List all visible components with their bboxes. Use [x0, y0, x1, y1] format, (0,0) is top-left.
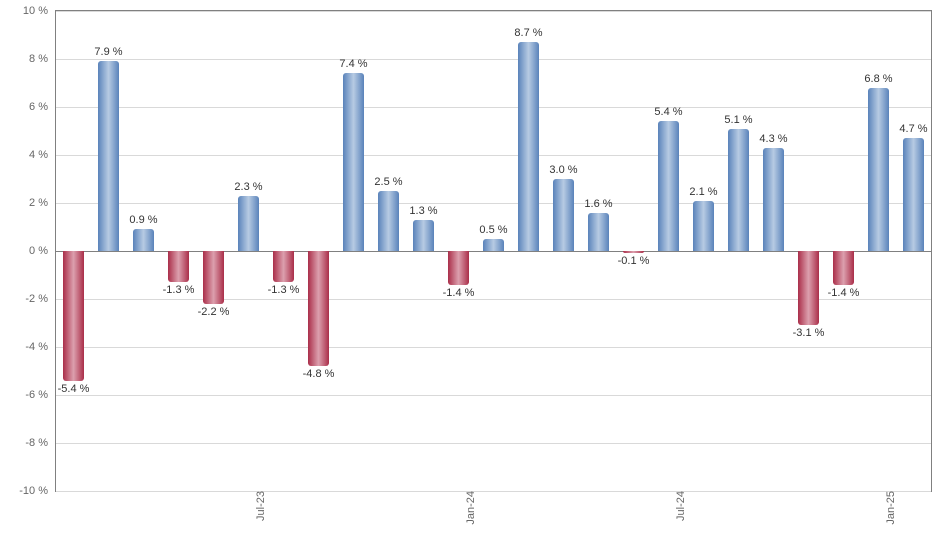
bar-value-label: 4.7 %	[899, 123, 927, 135]
bar-value-label: 3.0 %	[549, 164, 577, 176]
bar-chart: -10 % -8 % -6 % -4 % -2 % 0 % 2 % 4 % 6 % 8 % 10 %…	[0, 0, 940, 550]
bar-value-label: -1.4 %	[828, 287, 860, 299]
y-axis-tick-label: -4 %	[25, 341, 56, 353]
bar-value-label: -5.4 %	[58, 383, 90, 395]
chart-bar	[133, 229, 155, 251]
grid-line	[56, 443, 931, 444]
bar-value-label: 7.9 %	[94, 46, 122, 58]
y-axis-tick-label: -6 %	[25, 389, 56, 401]
bar-value-label: -0.1 %	[618, 255, 650, 267]
x-axis-tick-label: Jan-24	[459, 491, 477, 525]
chart-bar	[518, 42, 540, 251]
bar-value-label: 0.5 %	[479, 224, 507, 236]
y-axis-tick-label: -8 %	[25, 437, 56, 449]
bar-value-label: -1.3 %	[268, 284, 300, 296]
bar-value-label: -2.2 %	[198, 306, 230, 318]
y-axis-tick-label: 2 %	[29, 197, 56, 209]
chart-bar	[308, 251, 330, 366]
y-axis-tick-label: 10 %	[23, 5, 56, 17]
grid-line	[56, 11, 931, 12]
chart-bar	[168, 251, 190, 282]
y-axis-tick-label: -10 %	[19, 485, 56, 497]
chart-bar	[833, 251, 855, 285]
grid-line	[56, 59, 931, 60]
y-axis-tick-label: -2 %	[25, 293, 56, 305]
chart-bar	[378, 191, 400, 251]
chart-bar	[483, 239, 505, 251]
chart-bar	[763, 148, 785, 251]
chart-bar	[868, 88, 890, 251]
grid-line	[56, 203, 931, 204]
bar-value-label: 4.3 %	[759, 133, 787, 145]
bar-value-label: 2.5 %	[374, 176, 402, 188]
y-axis-tick-label: 4 %	[29, 149, 56, 161]
bar-value-label: 0.9 %	[129, 214, 157, 226]
chart-bar	[98, 61, 120, 251]
x-axis-tick-label: Jul-23	[249, 491, 267, 521]
chart-bar	[448, 251, 470, 285]
bar-value-label: 5.1 %	[724, 114, 752, 126]
bar-value-label: -1.3 %	[163, 284, 195, 296]
grid-line	[56, 491, 931, 492]
bar-value-label: 2.1 %	[689, 186, 717, 198]
grid-line	[56, 107, 931, 108]
chart-bar	[413, 220, 435, 251]
bar-value-label: -4.8 %	[303, 368, 335, 380]
y-axis-tick-label: 8 %	[29, 53, 56, 65]
plot-area: -10 %-8 %-6 %-4 %-2 %0 %2 %4 %6 %8 %10 %…	[55, 10, 932, 492]
bar-value-label: 8.7 %	[514, 27, 542, 39]
x-axis-tick-label: Jul-24	[669, 491, 687, 521]
chart-bar	[203, 251, 225, 304]
chart-bar	[238, 196, 260, 251]
chart-bar	[693, 201, 715, 251]
chart-bar	[273, 251, 295, 282]
grid-line	[56, 395, 931, 396]
chart-bar	[658, 121, 680, 251]
bar-value-label: -3.1 %	[793, 327, 825, 339]
bar-value-label: 1.6 %	[584, 198, 612, 210]
grid-line	[56, 155, 931, 156]
chart-bar	[798, 251, 820, 325]
chart-bar	[553, 179, 575, 251]
chart-bar	[63, 251, 85, 381]
bar-value-label: 7.4 %	[339, 58, 367, 70]
chart-bar	[728, 129, 750, 251]
chart-bar	[903, 138, 925, 251]
x-axis-tick-label: Jan-25	[879, 491, 897, 525]
chart-bar	[623, 251, 645, 253]
grid-line	[56, 347, 931, 348]
chart-bar	[343, 73, 365, 251]
y-axis-tick-label: 6 %	[29, 101, 56, 113]
chart-bar	[588, 213, 610, 251]
bar-value-label: 5.4 %	[654, 106, 682, 118]
bar-value-label: 2.3 %	[234, 181, 262, 193]
bar-value-label: 1.3 %	[409, 205, 437, 217]
y-axis-tick-label: 0 %	[29, 245, 56, 257]
bar-value-label: 6.8 %	[864, 73, 892, 85]
bar-value-label: -1.4 %	[443, 287, 475, 299]
